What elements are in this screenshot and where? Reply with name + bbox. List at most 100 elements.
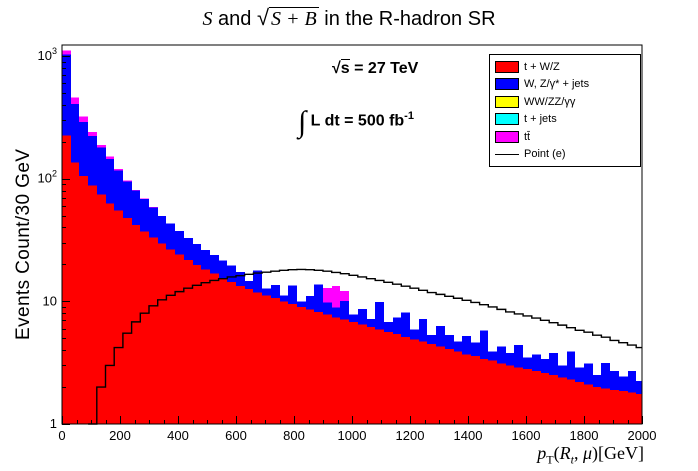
hist-bin xyxy=(454,351,462,424)
hist-bin xyxy=(541,373,549,424)
hist-bin xyxy=(123,217,132,424)
hist-bin xyxy=(288,285,297,305)
hist-bin xyxy=(427,335,436,344)
hist-bin xyxy=(558,377,567,424)
hist-bin xyxy=(140,231,149,424)
x-tick-label: 1000 xyxy=(338,428,367,443)
legend-entry: tt̄ xyxy=(490,128,640,146)
plot-title: S and √ S + B in the R-hadron SR xyxy=(0,5,698,31)
hist-bin xyxy=(210,273,219,424)
hist-bin xyxy=(514,345,523,368)
hist-bin xyxy=(201,269,210,424)
hist-bin xyxy=(88,131,97,136)
hist-bin xyxy=(636,380,642,395)
xlabel-R: R xyxy=(559,443,571,463)
hist-bin xyxy=(166,249,175,424)
hist-bin xyxy=(340,300,349,320)
hist-bin xyxy=(628,371,636,393)
hist-bin xyxy=(88,185,97,424)
hist-bin xyxy=(619,391,628,424)
hist-bin xyxy=(227,281,236,424)
hist-bin xyxy=(375,329,384,424)
sqrt-symbol: √ xyxy=(256,5,270,30)
hist-bin xyxy=(114,170,123,211)
hist-bin xyxy=(340,291,349,301)
hist-bin xyxy=(314,311,323,424)
legend-label: t + jets xyxy=(524,113,557,126)
x-axis-title: pT(Rt, μ)[GeV] xyxy=(537,443,644,468)
hist-bin xyxy=(410,339,419,424)
legend-swatch xyxy=(495,113,519,126)
legend: t + W/Z W, Z/γ* + jets WW/ZZ/γγ t + jets tt̄… xyxy=(489,54,641,167)
hist-bin xyxy=(149,237,158,424)
hist-bin xyxy=(601,362,610,389)
hist-bin xyxy=(619,376,628,392)
x-tick-label: 1200 xyxy=(396,428,425,443)
hist-bin xyxy=(140,198,149,200)
hist-bin xyxy=(462,336,471,355)
energy-s: s xyxy=(340,59,350,77)
hist-bin xyxy=(280,295,288,302)
hist-bin xyxy=(253,292,262,424)
hist-bin xyxy=(523,369,532,424)
hist-bin xyxy=(236,285,245,424)
y-tick-label: 103 xyxy=(38,46,57,63)
x-tick-label: 1800 xyxy=(570,428,599,443)
y-tick-label: 10 xyxy=(43,293,57,308)
hist-bin xyxy=(280,301,288,424)
hist-bin xyxy=(271,298,280,424)
hist-bin xyxy=(584,363,593,385)
hist-bin xyxy=(114,168,123,171)
hist-bin xyxy=(401,337,410,424)
x-tick-label: 800 xyxy=(283,428,305,443)
hist-bin xyxy=(454,341,462,352)
hist-bin xyxy=(262,295,271,424)
hist-bin xyxy=(79,121,88,177)
hist-bin xyxy=(523,357,532,370)
hist-bin xyxy=(323,302,332,315)
hist-bin xyxy=(253,270,262,293)
legend-entry: Point (e) xyxy=(490,146,640,164)
legend-entry: W, Z/γ* + jets xyxy=(490,76,640,94)
hist-bin xyxy=(79,116,88,122)
hist-bin xyxy=(497,346,506,364)
hist-bin xyxy=(193,264,201,424)
hist-bin xyxy=(79,176,88,424)
hist-bin xyxy=(636,394,642,424)
legend-label: W, Z/γ* + jets xyxy=(524,78,590,91)
hist-bin xyxy=(497,363,506,424)
hist-bin xyxy=(610,371,619,390)
title-text-post: in the R-hadron SR xyxy=(318,8,496,30)
hist-bin xyxy=(549,352,558,376)
hist-bin xyxy=(332,317,340,424)
hist-bin xyxy=(323,288,332,303)
hist-bin xyxy=(575,381,584,424)
hist-bin xyxy=(358,308,367,325)
legend-swatch xyxy=(495,60,519,73)
legend-swatch xyxy=(495,95,519,108)
hist-bin xyxy=(349,314,358,322)
hist-bin xyxy=(575,367,584,382)
legend-swatch xyxy=(495,78,519,91)
x-tick-label: 600 xyxy=(225,428,247,443)
hist-bin xyxy=(549,375,558,424)
x-tick-label: 400 xyxy=(167,428,189,443)
hist-bin xyxy=(88,135,97,186)
hist-bin xyxy=(593,387,601,424)
x-tick-label: 1400 xyxy=(454,428,483,443)
hist-bin xyxy=(593,375,601,388)
hist-bin xyxy=(367,326,375,424)
hist-bin xyxy=(488,360,497,424)
hist-bin xyxy=(506,352,514,366)
hist-bin xyxy=(175,254,184,424)
hist-bin xyxy=(106,156,114,159)
hist-bin xyxy=(62,54,71,136)
hist-bin xyxy=(132,224,140,424)
hist-bin xyxy=(375,301,384,330)
hist-bin xyxy=(436,346,445,424)
sqrt-symbol: √ xyxy=(332,60,341,77)
hist-bin xyxy=(610,389,619,424)
hist-bin xyxy=(97,144,106,148)
